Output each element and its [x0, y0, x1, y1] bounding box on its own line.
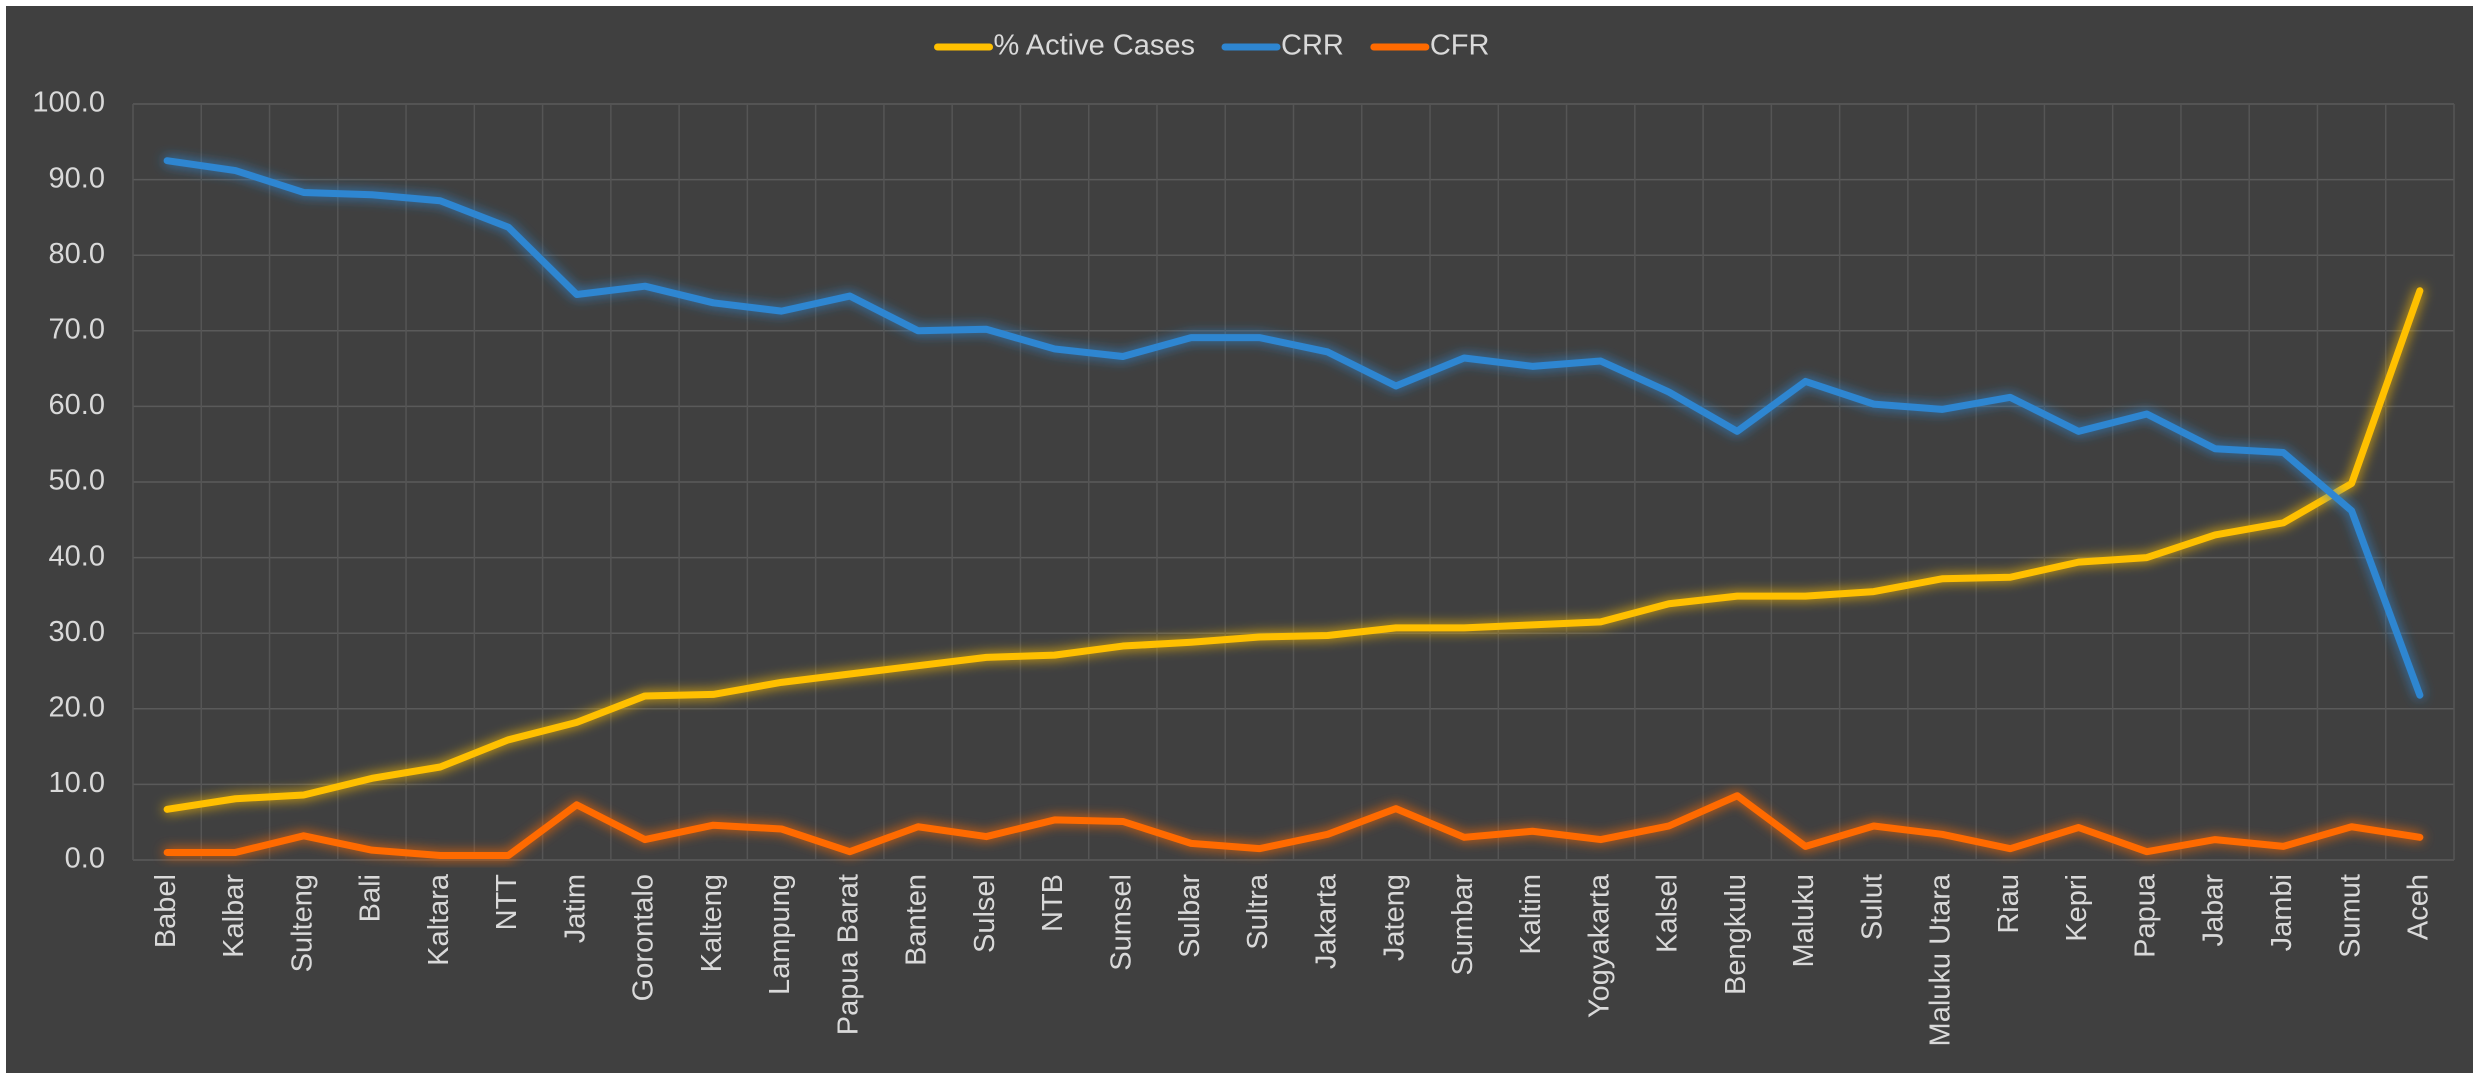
- x-tick-label: Kepri: [2061, 874, 2093, 942]
- x-tick-label: Papua: [2129, 873, 2161, 958]
- x-tick-label: Jakarta: [1310, 873, 1342, 969]
- legend: % Active Cases CRR CFR: [934, 30, 1490, 62]
- x-tick-label: Sulut: [1856, 874, 1888, 940]
- y-tick-label: 10.0: [49, 767, 105, 799]
- x-tick-label: Bengkulu: [1720, 874, 1752, 995]
- x-tick-label: Kalsel: [1652, 874, 1684, 953]
- x-tick-label: Sulteng: [286, 874, 318, 972]
- x-tick-label: Maluku: [1788, 874, 1820, 968]
- x-tick-label: Kaltara: [423, 873, 455, 966]
- y-tick-label: 100.0: [32, 87, 105, 119]
- y-tick-label: 20.0: [49, 691, 105, 723]
- legend-label: % Active Cases: [994, 30, 1195, 62]
- x-tick-label: Sultra: [1242, 873, 1274, 950]
- x-tick-label: Kaltim: [1515, 874, 1547, 955]
- x-tick-label: Sulbar: [1174, 874, 1206, 958]
- x-tick-label: Yogyakarta: [1583, 873, 1615, 1018]
- y-tick-label: 0.0: [65, 843, 105, 875]
- x-tick-label: Maluku Utara: [1925, 873, 1957, 1046]
- x-tick-label: Jatim: [559, 874, 591, 943]
- x-tick-label: Sumsel: [1105, 874, 1137, 971]
- x-tick-label: Jambi: [2266, 874, 2298, 951]
- x-tick-label: Riau: [1993, 874, 2025, 934]
- chart-background: [6, 6, 2473, 1073]
- x-tick-label: NTB: [1037, 874, 1069, 932]
- legend-label: CFR: [1430, 30, 1490, 62]
- x-tick-label: Gorontalo: [628, 874, 660, 1001]
- x-tick-label: Kalbar: [218, 874, 250, 958]
- series-line: [163, 157, 2424, 699]
- y-tick-label: 40.0: [49, 540, 105, 572]
- legend-label: CRR: [1281, 30, 1344, 62]
- x-tick-label: Bali: [355, 874, 387, 922]
- x-tick-label: Banten: [901, 874, 933, 966]
- x-tick-label: Kalteng: [696, 874, 728, 972]
- series-line: [163, 792, 2424, 859]
- x-tick-label: Sumut: [2334, 874, 2366, 958]
- x-tick-label: NTT: [491, 874, 523, 931]
- y-tick-label: 70.0: [49, 313, 105, 345]
- y-tick-label: 90.0: [49, 162, 105, 194]
- x-tick-label: Lampung: [764, 874, 796, 995]
- x-tick-label: Aceh: [2403, 874, 2435, 940]
- x-tick-label: Sulsel: [969, 874, 1001, 953]
- series-line: [163, 287, 2424, 813]
- x-tick-label: Babel: [150, 874, 182, 948]
- x-tick-label: Papua Barat: [832, 874, 864, 1035]
- y-tick-label: 50.0: [49, 465, 105, 497]
- x-tick-label: Sumbar: [1447, 874, 1479, 976]
- y-tick-label: 60.0: [49, 389, 105, 421]
- x-tick-label: Jabar: [2198, 874, 2230, 947]
- y-tick-label: 30.0: [49, 616, 105, 648]
- y-tick-label: 80.0: [49, 238, 105, 270]
- x-tick-label: Jateng: [1379, 874, 1411, 961]
